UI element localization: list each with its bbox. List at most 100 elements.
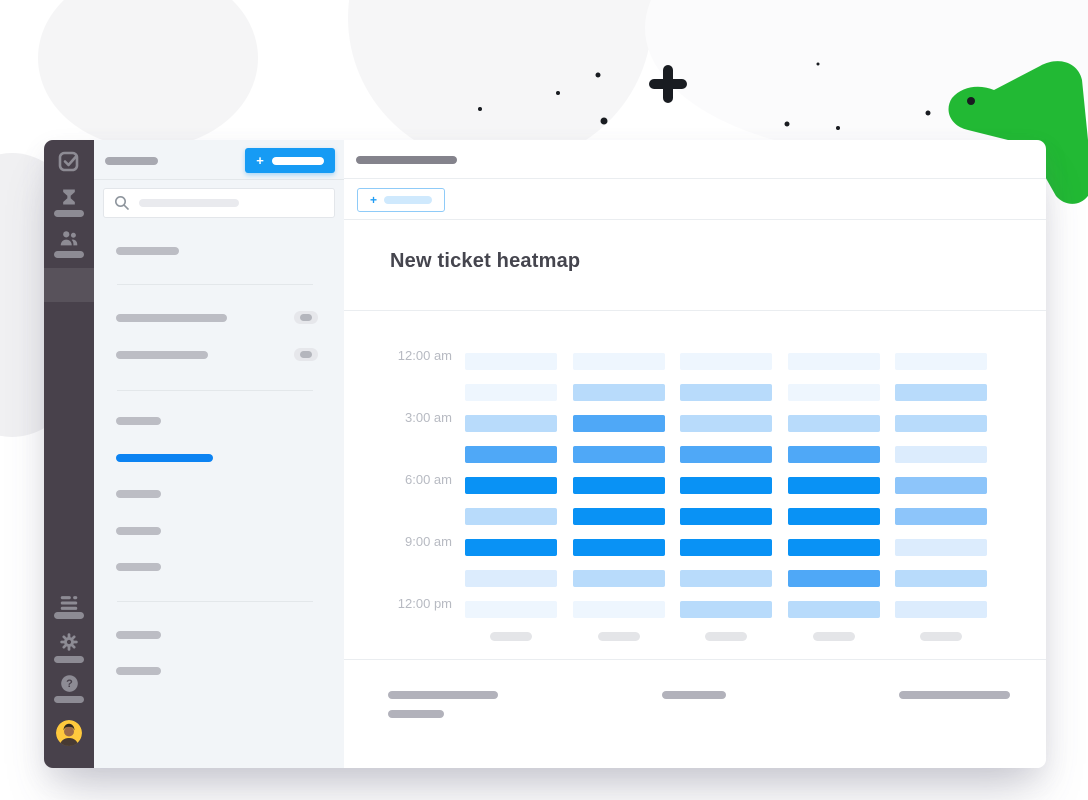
toggle-switch[interactable] (294, 348, 318, 361)
heatmap-cell (895, 353, 987, 370)
heatmap-cell (572, 508, 665, 525)
heatmap-row: 6:00 am (389, 472, 1046, 494)
rail-item-settings[interactable] (44, 631, 94, 653)
search-placeholder (139, 199, 239, 207)
toggle-row-label-placeholder (116, 314, 227, 322)
new-view-button[interactable]: + (357, 188, 445, 212)
sidebar-nav-item[interactable] (116, 490, 161, 498)
rail-item-people[interactable] (44, 227, 94, 249)
avatar[interactable] (44, 720, 94, 746)
heatmap-cell (572, 415, 665, 432)
heatmap-cell (787, 477, 880, 494)
button-label-placeholder (384, 196, 432, 204)
x-axis-tick-placeholder (920, 632, 962, 641)
heatmap-cell (680, 508, 772, 525)
heatmap-cell (787, 415, 880, 432)
heatmap-cell (680, 601, 772, 618)
divider (117, 284, 313, 285)
main-topbar (344, 140, 1046, 179)
heatmap-cell (787, 570, 880, 587)
sidebar-nav-item[interactable] (116, 417, 161, 425)
heatmap-cell (680, 539, 772, 556)
heatmap-cell (895, 539, 987, 556)
heatmap-row: 3:00 am (389, 410, 1046, 432)
sidebar-nav-item[interactable] (116, 563, 161, 571)
x-axis-slot (465, 632, 557, 641)
svg-text:?: ? (66, 678, 73, 690)
page-title: New ticket heatmap (390, 250, 581, 272)
heatmap-chart: 12:00 am 3:00 am 6:00 am 9:00 am 12:00 pm (344, 311, 1046, 660)
decorative-dots (478, 62, 975, 130)
heatmap-cell (680, 477, 772, 494)
heatmap-cell (465, 446, 557, 463)
heatmap-cell (465, 353, 557, 370)
heatmap-cell (895, 570, 987, 587)
heatmap-cell (787, 508, 880, 525)
heatmap-cell (895, 477, 987, 494)
main-footer (344, 660, 1046, 768)
y-axis-label: 6:00 am (405, 472, 452, 487)
sidebar-nav-item[interactable] (116, 667, 161, 675)
y-axis-label: 12:00 pm (397, 596, 452, 611)
new-ticket-button[interactable]: + (245, 148, 335, 173)
rail-item-help[interactable]: ? (44, 673, 94, 694)
rail-item-tickets[interactable] (44, 187, 94, 207)
main-toolbar: + (344, 179, 1046, 220)
dark-sidebar: ? (44, 140, 94, 768)
heatmap-row: 12:00 am (389, 348, 1046, 370)
blob-top-left (38, 0, 258, 148)
plus-icon: + (256, 153, 264, 168)
toggle-knob (300, 351, 312, 358)
heatmap-row (389, 508, 1046, 525)
gear-icon (60, 633, 78, 651)
rail-label-placeholder (54, 696, 84, 703)
heatmap-row: 9:00 am (389, 534, 1046, 556)
sidebar-nav-item[interactable] (116, 527, 161, 535)
heatmap-cell (465, 601, 557, 618)
heatmap-cell (895, 415, 987, 432)
tickets-icon (63, 189, 75, 205)
footer-text-placeholder (388, 691, 498, 699)
heatmap-cell (465, 570, 557, 587)
app-window: ? + (44, 140, 1046, 768)
heatmap-row: 12:00 pm (389, 596, 1046, 618)
heatmap-cell (572, 384, 665, 401)
rail-item-tasks[interactable] (44, 149, 94, 173)
footer-text-placeholder (662, 691, 726, 699)
x-axis-slot (895, 632, 987, 641)
heatmap-cell (465, 477, 557, 494)
heatmap-cell (465, 539, 557, 556)
footer-text-placeholder (899, 691, 1010, 699)
rail-active-indicator (44, 268, 94, 302)
sidebar-nav-item-active[interactable] (116, 454, 213, 462)
x-axis-slot (680, 632, 772, 641)
x-axis-tick-placeholder (705, 632, 747, 641)
title-block: New ticket heatmap (344, 220, 1046, 311)
heatmap-cell (895, 384, 987, 401)
heatmap-cell (465, 415, 557, 432)
rail-label-placeholder (54, 210, 84, 217)
sidebar-nav-item[interactable] (116, 631, 161, 639)
breadcrumb-placeholder (356, 156, 457, 164)
toggle-switch[interactable] (294, 311, 318, 324)
rail-label-placeholder (54, 656, 84, 663)
heatmap-cell (895, 508, 987, 525)
y-axis-label: 3:00 am (405, 410, 452, 425)
people-icon (60, 231, 78, 246)
sidebar-title-placeholder (105, 157, 158, 165)
heatmap-cell (572, 539, 665, 556)
heatmap-cell (465, 508, 557, 525)
search-input[interactable] (103, 188, 335, 218)
heatmap-row (389, 384, 1046, 401)
heatmap-cell (465, 384, 557, 401)
main-panel: + New ticket heatmap 12:00 am 3:00 am 6:00… (344, 140, 1046, 768)
heatmap-cell (572, 446, 665, 463)
y-axis-label (389, 440, 452, 457)
heatmap-cell (787, 539, 880, 556)
rail-item-reports[interactable] (44, 592, 94, 614)
plus-icon: + (369, 193, 377, 207)
heatmap-cell (787, 353, 880, 370)
heatmap-cell (680, 415, 772, 432)
x-axis-slot (788, 632, 880, 641)
